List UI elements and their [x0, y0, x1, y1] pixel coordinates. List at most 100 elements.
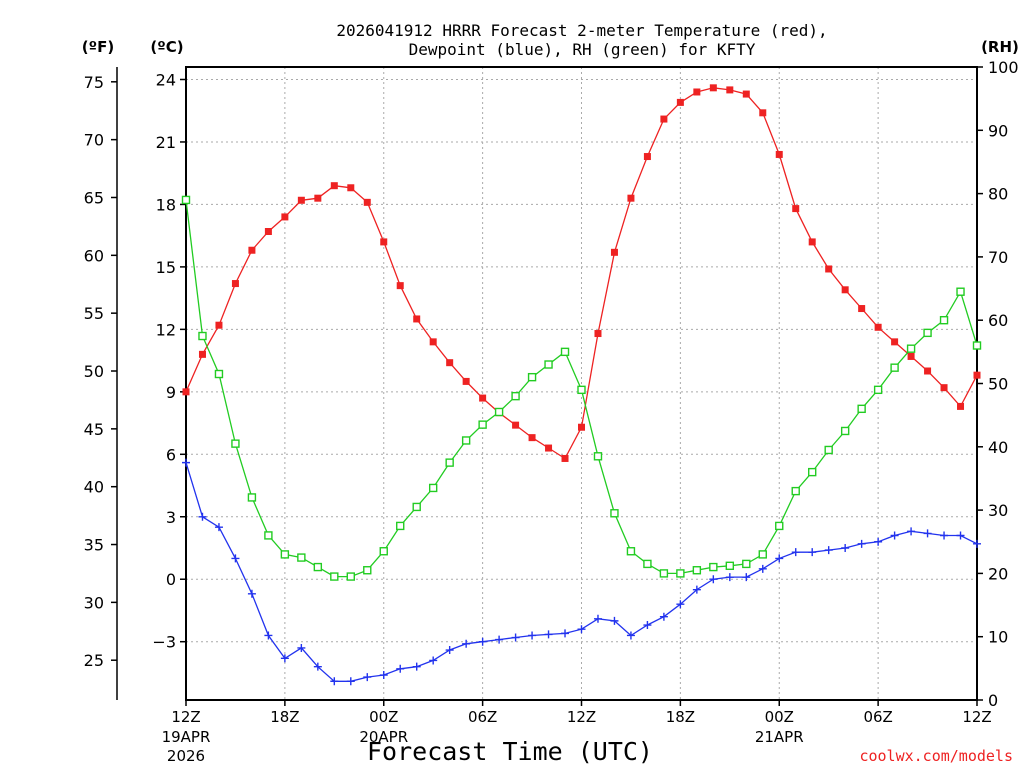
data-point	[429, 656, 438, 665]
data-point	[957, 402, 965, 410]
rh-unit-label: (RH)	[981, 38, 1019, 56]
data-point	[890, 531, 899, 540]
data-point	[313, 662, 322, 671]
data-point	[824, 445, 833, 455]
x-tick-label: 12Z	[567, 708, 596, 726]
series-layer	[181, 84, 982, 686]
data-point	[610, 509, 619, 518]
data-point	[313, 562, 323, 572]
x-date-label: 20APR	[359, 728, 408, 746]
data-point	[379, 671, 388, 680]
data-point	[742, 559, 751, 569]
data-point	[264, 531, 273, 540]
chart-title-line-1: 2026041912 HRRR Forecast 2-meter Tempera…	[336, 21, 827, 40]
data-point	[973, 371, 981, 379]
celsius-tick-label: 9	[166, 383, 176, 402]
data-point	[577, 385, 586, 395]
data-point	[231, 280, 239, 288]
x-tick-label: 00Z	[369, 708, 398, 726]
data-point	[330, 677, 339, 686]
data-point	[643, 153, 651, 161]
data-point	[181, 195, 191, 205]
data-point	[939, 316, 949, 325]
data-point	[626, 631, 635, 640]
series-2-meter-temperature	[182, 84, 981, 462]
celsius-tick-label: 3	[166, 508, 176, 527]
data-point	[907, 527, 916, 536]
series-rh	[181, 195, 982, 581]
data-point	[874, 537, 883, 546]
fahrenheit-unit-label: (ºF)	[82, 38, 114, 56]
plot-frame	[185, 66, 978, 701]
rh-tick-label: 90	[988, 121, 1008, 140]
fahrenheit-tick-label: 65	[84, 188, 104, 207]
data-point	[413, 315, 421, 323]
x-year-label: 2026	[167, 747, 205, 765]
rh-tick-label: 80	[988, 185, 1008, 204]
data-point	[561, 629, 570, 638]
data-point	[676, 600, 685, 609]
data-point	[873, 385, 883, 395]
rh-tick-label: 10	[988, 628, 1008, 647]
data-point	[659, 569, 669, 578]
data-point	[775, 554, 784, 563]
fahrenheit-tick-label: 70	[84, 131, 104, 150]
data-point	[297, 196, 305, 204]
data-point	[775, 521, 784, 531]
data-point	[693, 88, 701, 96]
data-point	[231, 439, 240, 448]
data-point	[923, 529, 932, 538]
data-point	[808, 467, 817, 477]
data-point	[198, 512, 207, 521]
x-tick-label: 18Z	[666, 708, 695, 726]
data-point	[528, 434, 536, 442]
x-tick-label: 12Z	[962, 708, 991, 726]
data-point	[346, 572, 355, 581]
data-point	[725, 561, 735, 571]
data-point	[742, 573, 751, 582]
data-point	[445, 458, 454, 467]
x-tick-label: 12Z	[171, 708, 200, 726]
data-point	[544, 360, 553, 369]
data-point	[363, 673, 372, 682]
data-point	[709, 575, 718, 584]
data-point	[264, 227, 272, 235]
chart-title-line-2: Dewpoint (blue), RH (green) for KFTY	[409, 40, 756, 59]
x-tick-label: 06Z	[468, 708, 497, 726]
x-tick-label: 06Z	[863, 708, 892, 726]
fahrenheit-tick-label: 35	[84, 536, 104, 555]
data-point	[759, 109, 767, 117]
data-point	[709, 562, 718, 572]
rh-tick-label: 70	[988, 248, 1008, 267]
x-tick-label: 00Z	[765, 708, 794, 726]
data-point	[346, 677, 355, 686]
data-point	[808, 548, 817, 557]
data-point	[412, 662, 421, 671]
data-point	[660, 115, 668, 123]
rh-tick-label: 0	[988, 691, 998, 710]
data-point	[841, 286, 849, 294]
data-point	[692, 566, 702, 575]
data-point	[857, 404, 866, 414]
data-point	[610, 248, 618, 256]
data-point	[643, 559, 652, 569]
data-point	[874, 323, 882, 331]
fahrenheit-tick-label: 30	[84, 593, 104, 612]
data-point	[758, 564, 767, 573]
data-point	[247, 589, 256, 598]
celsius-tick-label: 0	[166, 570, 176, 589]
data-point	[891, 338, 899, 346]
data-point	[610, 616, 619, 625]
data-point	[791, 548, 800, 557]
data-point	[775, 150, 783, 158]
data-point	[528, 631, 537, 640]
data-point	[742, 90, 750, 98]
celsius-tick-label: 15	[156, 258, 176, 277]
data-point	[214, 369, 224, 379]
rh-tick-label: 40	[988, 438, 1008, 457]
data-point	[248, 246, 256, 254]
data-point	[347, 184, 355, 192]
data-point	[330, 182, 338, 190]
data-point	[494, 407, 504, 417]
data-point	[446, 359, 454, 367]
